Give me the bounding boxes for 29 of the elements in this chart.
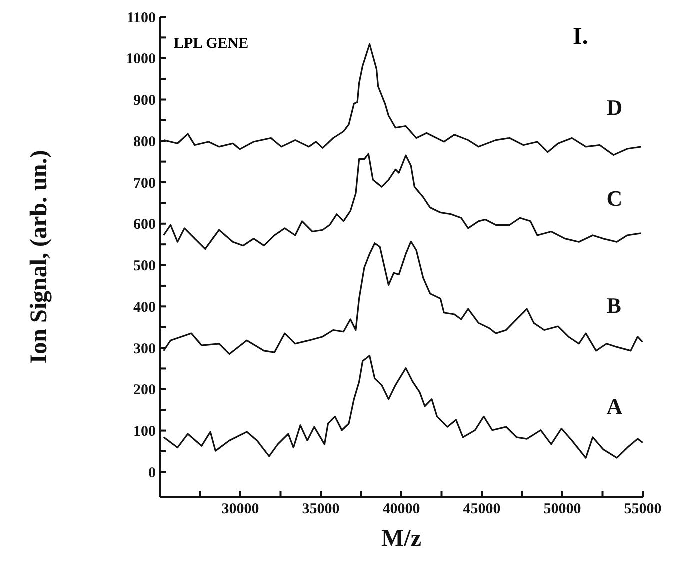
x-axis-title: M/z [382, 526, 422, 552]
x-tick-label: 35000 [302, 502, 340, 518]
y-tick-label: 1100 [126, 10, 156, 26]
y-tick-label: 500 [134, 258, 156, 275]
y-tick-label: 200 [134, 382, 156, 399]
annotation: I. [573, 24, 588, 50]
y-tick-label: 400 [134, 300, 156, 316]
y-tick-label: 0 [148, 465, 156, 482]
series-label: C [606, 186, 623, 211]
line-series [163, 355, 643, 459]
y-tick-label: 300 [134, 341, 156, 358]
y-tick-label: 100 [134, 424, 156, 440]
x-tick-label: 50000 [544, 502, 582, 518]
x-tick-label: 55000 [624, 502, 662, 518]
y-tick-label: 900 [134, 93, 156, 110]
annotation: LPL GENE [174, 36, 249, 52]
y-tick-label: 1000 [126, 52, 156, 68]
y-tick-label: 800 [134, 134, 156, 150]
x-tick-label: 30000 [222, 502, 260, 518]
y-tick-label: 700 [134, 176, 156, 192]
series-label: D [606, 94, 623, 120]
x-tick-label: 40000 [382, 502, 420, 518]
y-tick-label: 600 [134, 217, 156, 234]
x-tick-label: 45000 [463, 502, 501, 518]
line-series [163, 153, 642, 250]
line-series [163, 240, 643, 356]
y-axis-title: Ion Signal, (arb. un.) [26, 150, 53, 364]
series-label: A [606, 394, 623, 419]
series-label: B [606, 293, 622, 318]
